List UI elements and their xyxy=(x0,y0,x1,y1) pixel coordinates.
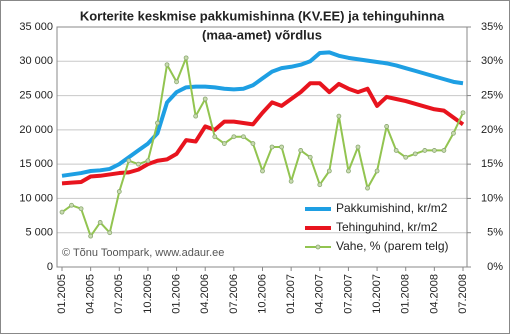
x-tick-label: 10.2005 xyxy=(142,274,154,314)
y-tick-label: 30 000 xyxy=(19,55,53,67)
y-tick-label: 35 000 xyxy=(19,21,53,33)
legend-label: Tehinguhind, kr/m2 xyxy=(336,220,438,234)
x-tick-label: 01.2008 xyxy=(400,274,412,314)
series-marker xyxy=(231,134,237,140)
series-marker xyxy=(88,233,94,239)
series-marker xyxy=(298,148,304,153)
series-marker xyxy=(288,178,294,184)
x-tick-label: 04.2008 xyxy=(428,274,440,314)
y2-tick-label: 5% xyxy=(487,227,503,239)
series-marker xyxy=(107,230,113,236)
watermark: © Tõnu Toompark, www.adaur.ee xyxy=(62,247,224,259)
x-tick-label: 07.2008 xyxy=(457,274,469,314)
x-tick-label: 01.2007 xyxy=(285,274,297,314)
y-tick-label: 10 000 xyxy=(19,192,53,204)
series-marker xyxy=(460,110,466,116)
x-tick-label: 04.2006 xyxy=(199,274,211,314)
series-marker xyxy=(412,151,418,157)
x-tick-label: 01.2005 xyxy=(56,274,68,314)
series-marker xyxy=(451,130,456,136)
y2-tick-label: 10% xyxy=(481,192,503,204)
series-marker xyxy=(126,158,132,164)
y-tick-label: 5 000 xyxy=(25,227,53,239)
y2-tick-label: 15% xyxy=(481,158,503,170)
series-marker xyxy=(164,62,170,68)
series-marker xyxy=(241,134,246,140)
x-tick-label: 10.2006 xyxy=(256,274,268,314)
y2-tick-label: 0% xyxy=(487,261,503,273)
series-marker xyxy=(250,141,256,146)
series-marker xyxy=(155,120,160,126)
y-tick-label: 20 000 xyxy=(19,124,53,136)
y2-tick-label: 25% xyxy=(481,89,503,101)
series-marker xyxy=(145,158,151,164)
series-marker xyxy=(116,189,122,194)
series-marker xyxy=(422,148,428,153)
series-marker xyxy=(135,161,141,167)
series-marker xyxy=(393,148,399,153)
y-tick-label: 0 xyxy=(47,261,53,273)
series-marker xyxy=(279,144,284,150)
x-tick-label: 10.2007 xyxy=(371,274,383,314)
series-marker xyxy=(317,182,323,188)
series-marker xyxy=(260,168,265,174)
x-tick-label: 04.2007 xyxy=(314,274,326,314)
series-marker xyxy=(441,148,447,153)
x-tick-label: 04.2005 xyxy=(85,274,97,314)
series-marker xyxy=(78,206,84,212)
series-marker xyxy=(431,148,437,153)
x-tick-label: 01.2006 xyxy=(170,274,182,314)
chart-title: (maa-amet) võrdlus xyxy=(202,27,322,42)
series-marker xyxy=(355,144,361,150)
legend-marker xyxy=(315,244,321,250)
series-marker xyxy=(384,124,390,129)
series-marker xyxy=(403,154,409,160)
series-marker xyxy=(193,113,199,119)
y2-tick-label: 30% xyxy=(481,55,503,67)
series-marker xyxy=(69,202,74,208)
series-marker xyxy=(374,168,380,174)
legend-label: Pakkumishind, kr/m2 xyxy=(336,201,448,215)
series-marker xyxy=(202,96,208,102)
series-line xyxy=(61,81,465,186)
y2-tick-label: 20% xyxy=(481,124,503,136)
series-marker xyxy=(174,79,179,85)
series-marker xyxy=(221,141,227,146)
series-line xyxy=(61,50,464,178)
x-tick-label: 07.2006 xyxy=(228,274,240,314)
y-tick-label: 15 000 xyxy=(19,158,53,170)
series-marker xyxy=(326,168,332,174)
series-marker xyxy=(307,154,313,160)
y-tick-label: 25 000 xyxy=(19,89,53,101)
series-marker xyxy=(97,220,103,225)
series-marker xyxy=(212,134,218,140)
x-tick-label: 07.2005 xyxy=(113,274,125,314)
series-marker xyxy=(365,185,370,191)
series-marker xyxy=(269,144,275,150)
series-marker xyxy=(59,209,65,215)
series-marker xyxy=(183,55,189,61)
y2-tick-label: 35% xyxy=(481,21,503,33)
legend-label: Vahe, % (parem telg) xyxy=(336,239,449,253)
series-marker xyxy=(336,113,342,119)
chart-title: Korterite keskmise pakkumishinna (KV.EE)… xyxy=(80,8,445,23)
series-marker xyxy=(346,168,351,174)
x-tick-label: 07.2007 xyxy=(342,274,354,314)
